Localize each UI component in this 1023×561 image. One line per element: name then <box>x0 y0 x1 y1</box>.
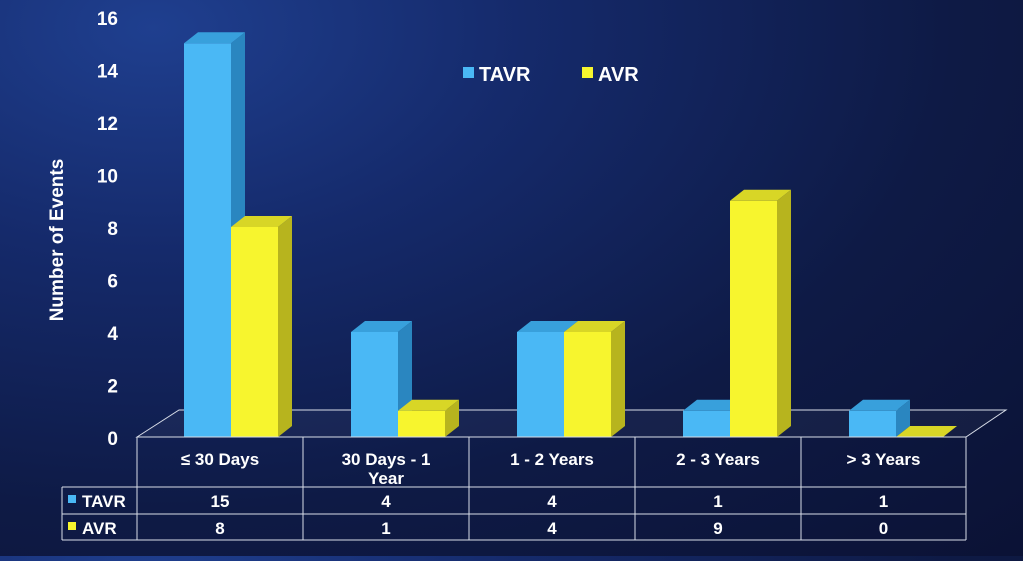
y-tick-label: 12 <box>97 114 118 135</box>
bar-tavr <box>351 332 398 437</box>
data-label-tavr: 4 <box>381 492 391 511</box>
data-label-tavr: 1 <box>713 492 722 511</box>
y-tick-label: 10 <box>97 167 118 188</box>
y-tick-label: 4 <box>107 324 118 345</box>
table-series-label-avr: AVR <box>82 519 117 538</box>
bar-tavr <box>184 43 231 437</box>
bar-top-tavr <box>849 399 910 411</box>
bar-top-avr <box>231 216 292 227</box>
bar-side-avr <box>777 189 791 437</box>
legend-label-tavr: TAVR <box>479 64 531 86</box>
y-tick-label: 8 <box>107 219 118 240</box>
bar-tavr <box>517 332 564 437</box>
table-swatch-avr <box>68 522 76 530</box>
x-category-label: 2 - 3 Years <box>676 450 760 469</box>
bar-avr <box>231 227 278 437</box>
data-label-avr: 9 <box>713 519 722 538</box>
legend-swatch-avr <box>582 67 593 78</box>
bar-tavr <box>849 410 896 437</box>
y-tick-label: 16 <box>97 9 118 30</box>
y-tick-label: 6 <box>107 272 118 293</box>
bar-side-tavr <box>896 399 910 437</box>
bar-top-tavr <box>351 321 412 332</box>
data-label-tavr: 15 <box>211 492 230 511</box>
data-label-avr: 1 <box>381 519 390 538</box>
table-series-label-tavr: TAVR <box>82 492 126 511</box>
bar-avr <box>398 410 445 437</box>
data-label-tavr: 1 <box>879 492 888 511</box>
legend-swatch-tavr <box>463 67 474 78</box>
data-label-avr: 8 <box>215 519 224 538</box>
bar-top-avr <box>896 426 957 437</box>
bar-side-avr <box>611 321 625 437</box>
bar-top-tavr <box>683 399 744 411</box>
bar-top-tavr <box>517 321 578 332</box>
y-axis-label: Number of Events <box>47 159 68 322</box>
bar-side-avr <box>278 216 292 437</box>
x-category-label: > 3 Years <box>847 450 921 469</box>
bar-top-tavr <box>184 32 245 44</box>
x-category-label: Year <box>368 469 404 488</box>
data-label-tavr: 4 <box>547 492 557 511</box>
y-tick-label: 0 <box>107 429 118 450</box>
x-category-label: 1 - 2 Years <box>510 450 594 469</box>
bar-avr <box>730 200 777 437</box>
bar-top-avr <box>398 399 459 411</box>
x-category-label: 30 Days - 1 <box>342 450 431 469</box>
bar-side-avr <box>445 399 459 437</box>
bar-top-avr <box>730 189 791 201</box>
table-swatch-tavr <box>68 495 76 503</box>
data-label-avr: 4 <box>547 519 557 538</box>
bar-tavr <box>683 410 730 437</box>
y-tick-label: 2 <box>107 377 118 398</box>
y-tick-label: 14 <box>97 62 119 83</box>
x-category-label: ≤ 30 Days <box>181 450 259 469</box>
legend-label-avr: AVR <box>598 64 639 86</box>
bar-avr <box>564 332 611 437</box>
data-label-avr: 0 <box>879 519 888 538</box>
bar-top-avr <box>564 321 625 332</box>
